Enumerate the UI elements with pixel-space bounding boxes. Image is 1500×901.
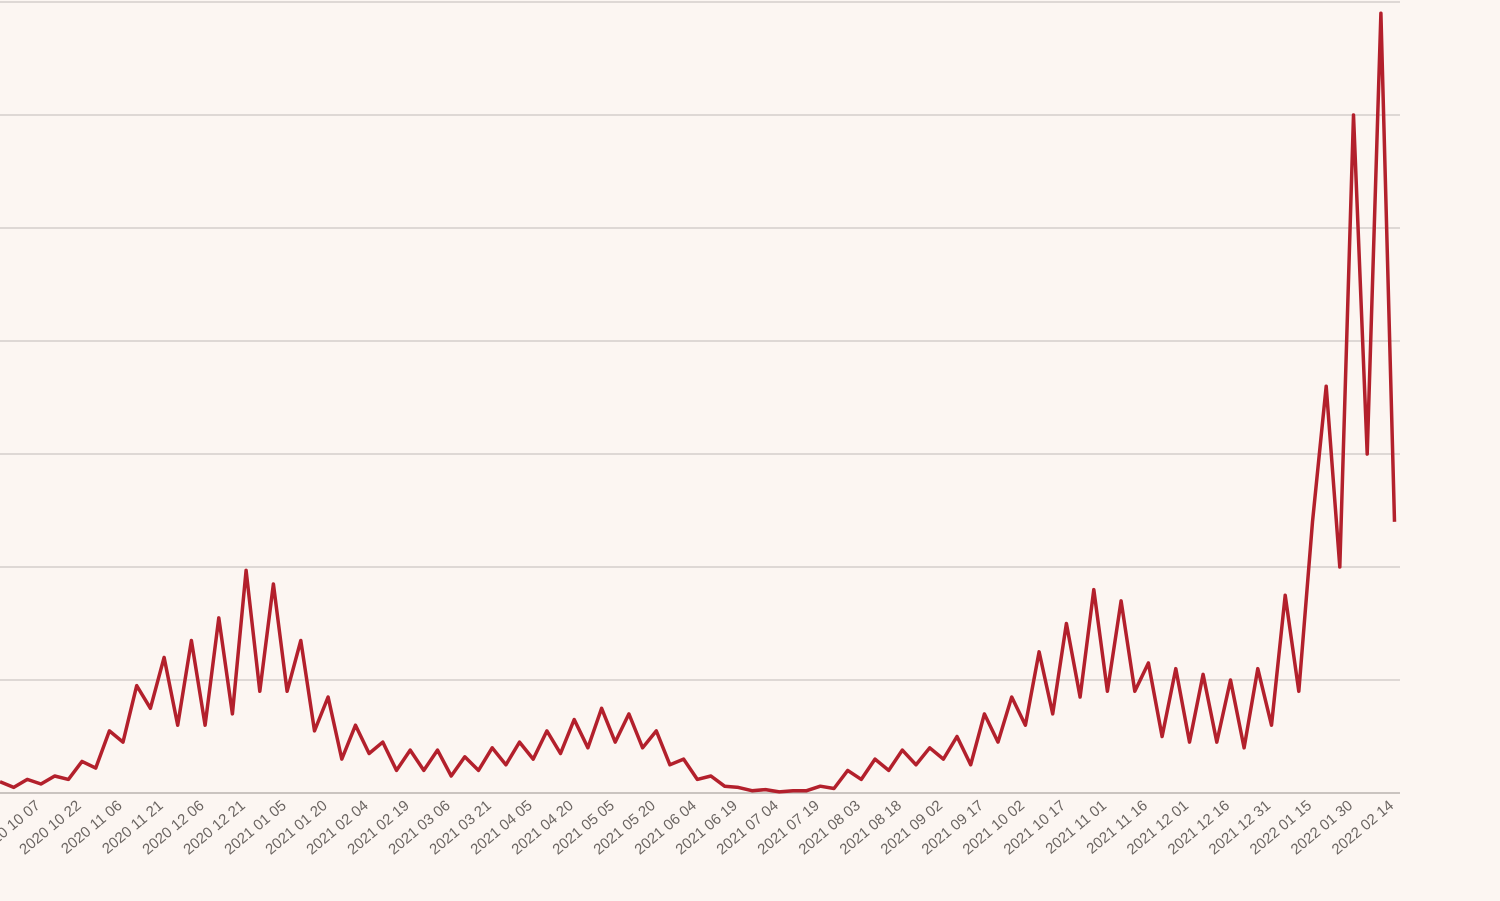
series-line [0,11,1397,794]
